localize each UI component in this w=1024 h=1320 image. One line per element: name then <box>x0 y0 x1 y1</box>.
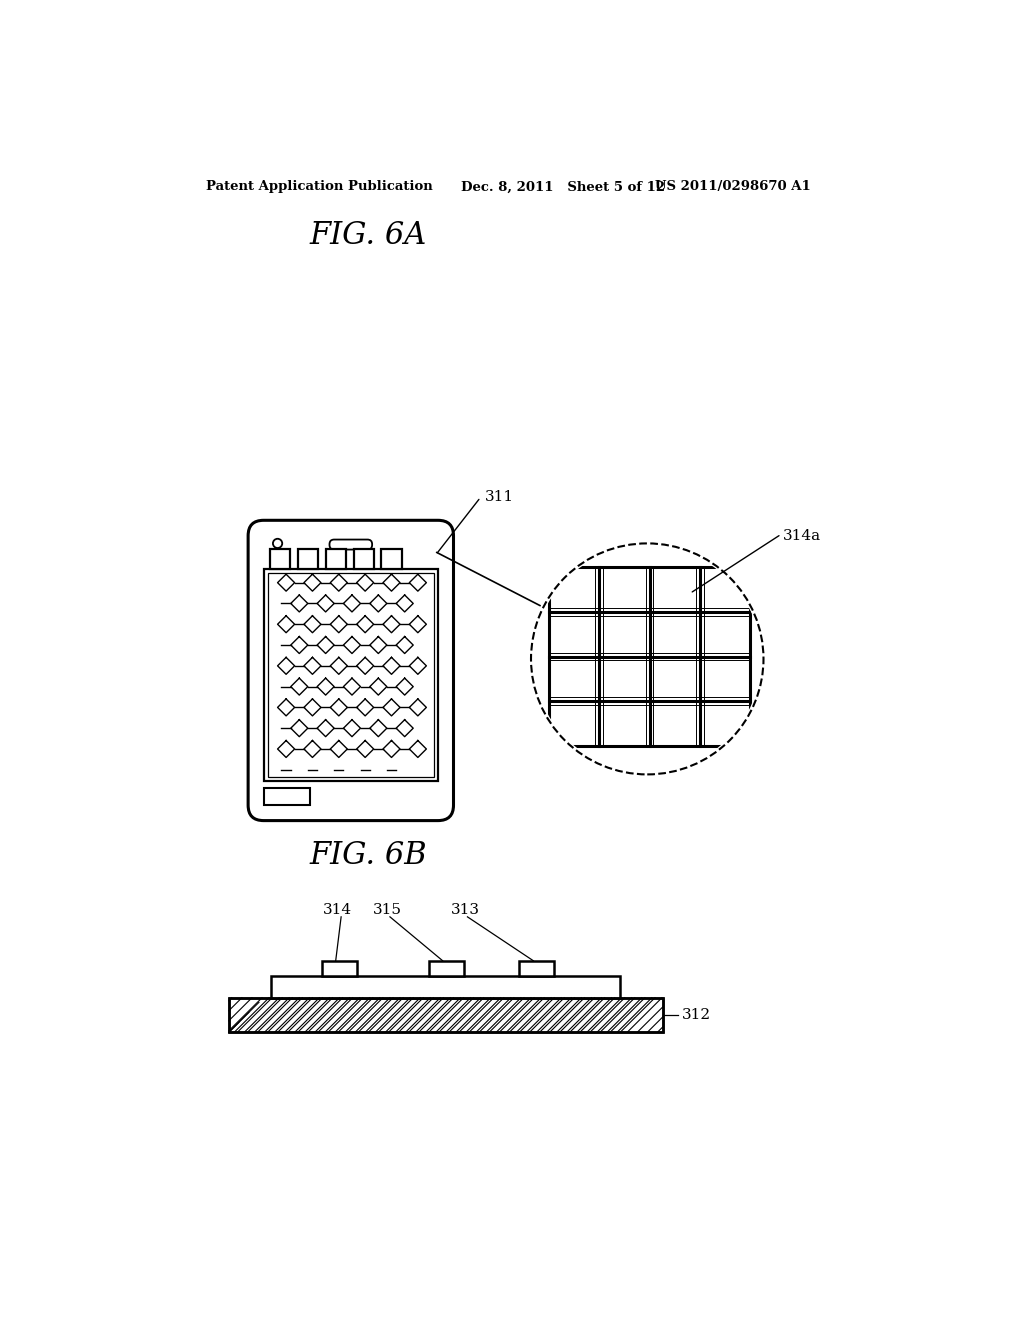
Text: 314a: 314a <box>783 529 821 543</box>
Text: 315: 315 <box>373 903 402 917</box>
Text: Dec. 8, 2011   Sheet 5 of 12: Dec. 8, 2011 Sheet 5 of 12 <box>461 181 666 194</box>
Bar <box>228 998 663 1032</box>
Bar <box>381 549 401 569</box>
Bar <box>263 788 310 805</box>
Circle shape <box>273 539 283 548</box>
Text: 312: 312 <box>682 1008 712 1022</box>
Bar <box>263 569 438 780</box>
Text: Patent Application Publication: Patent Application Publication <box>206 181 432 194</box>
Bar <box>519 961 554 977</box>
Text: 314: 314 <box>323 903 352 917</box>
Circle shape <box>531 544 764 775</box>
Text: US 2011/0298670 A1: US 2011/0298670 A1 <box>655 181 811 194</box>
Bar <box>322 961 356 977</box>
Text: FIG. 6B: FIG. 6B <box>309 840 427 871</box>
Bar <box>270 549 290 569</box>
Bar <box>326 549 346 569</box>
FancyBboxPatch shape <box>248 520 454 821</box>
Bar <box>267 573 434 776</box>
Bar <box>353 549 374 569</box>
Text: FIG. 6A: FIG. 6A <box>309 220 427 251</box>
Text: 311: 311 <box>484 490 514 504</box>
FancyBboxPatch shape <box>330 540 372 549</box>
Bar <box>228 998 663 1032</box>
Bar <box>429 961 464 977</box>
Text: 313: 313 <box>451 903 479 917</box>
Bar <box>271 977 621 998</box>
Bar <box>298 549 317 569</box>
